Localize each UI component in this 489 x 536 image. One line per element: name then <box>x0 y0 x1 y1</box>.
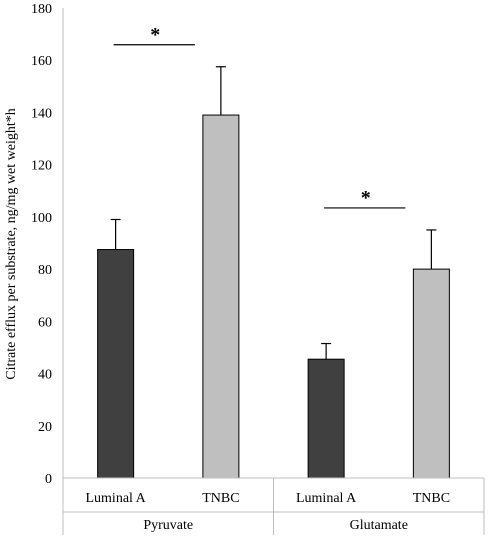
y-tick-label: 100 <box>31 211 52 226</box>
y-tick-label: 80 <box>38 263 52 278</box>
y-tick-label: 0 <box>45 472 52 487</box>
bar <box>412 268 450 479</box>
plot-area: ** <box>97 24 450 479</box>
x-axis: Luminal A TNBC Pyruvate Luminal A TNBC Glutam… <box>62 477 485 535</box>
y-axis-label: Citrate efflux per substrate, ng/mg wet … <box>4 108 19 380</box>
y-axis: 0 20 40 60 80 100 120 140 160 180 <box>31 2 64 487</box>
x-tick-label: TNBC <box>413 491 450 506</box>
bar <box>97 249 135 479</box>
y-tick-label: 20 <box>38 420 52 435</box>
y-tick-label: 160 <box>31 54 52 69</box>
bar <box>307 358 345 479</box>
group-label: Glutamate <box>350 518 408 533</box>
x-tick-label: Luminal A <box>85 491 146 506</box>
x-tick-label: Luminal A <box>296 491 357 506</box>
y-tick-label: 60 <box>38 315 52 330</box>
significance-marker: * <box>361 187 371 209</box>
significance-marker: * <box>150 24 160 46</box>
y-tick-label: 40 <box>38 368 52 383</box>
y-tick-label: 140 <box>31 106 52 121</box>
y-tick-label: 180 <box>31 2 52 17</box>
x-tick-label: TNBC <box>202 491 239 506</box>
y-tick-label: 120 <box>31 159 52 174</box>
bar <box>202 114 240 479</box>
group-label: Pyruvate <box>143 518 193 533</box>
